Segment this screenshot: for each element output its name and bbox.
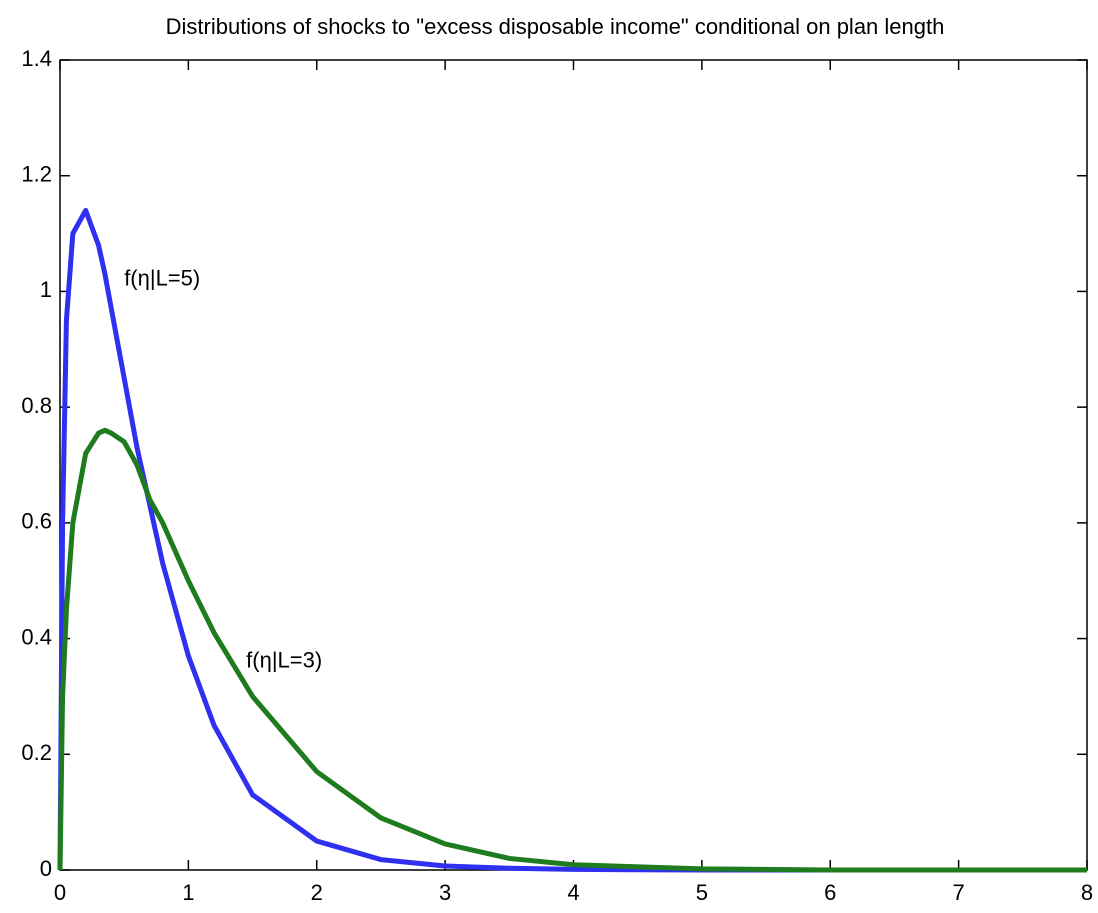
y-tick-label: 0.4 — [21, 624, 52, 649]
chart-title: Distributions of shocks to "excess dispo… — [166, 14, 945, 39]
y-tick-label: 0.8 — [21, 393, 52, 418]
x-tick-label: 5 — [696, 880, 708, 905]
series-label: f(η|L=5) — [124, 266, 200, 291]
x-tick-label: 1 — [182, 880, 194, 905]
y-tick-label: 0.2 — [21, 740, 52, 765]
x-tick-label: 0 — [54, 880, 66, 905]
y-tick-label: 1.2 — [21, 162, 52, 187]
line-series — [57, 427, 1087, 873]
y-tick-label: 1.4 — [21, 46, 52, 71]
x-tick-label: 3 — [439, 880, 451, 905]
series-label: f(η|L=3) — [246, 648, 322, 673]
line-series — [57, 207, 1087, 873]
y-tick-label: 0.6 — [21, 509, 52, 534]
y-tick-label: 0 — [40, 856, 52, 881]
x-tick-label: 8 — [1081, 880, 1093, 905]
y-tick-label: 1 — [40, 277, 52, 302]
x-tick-label: 7 — [953, 880, 965, 905]
x-tick-label: 2 — [311, 880, 323, 905]
plot-frame — [59, 59, 1088, 871]
x-tick-label: 6 — [824, 880, 836, 905]
x-tick-label: 4 — [567, 880, 579, 905]
